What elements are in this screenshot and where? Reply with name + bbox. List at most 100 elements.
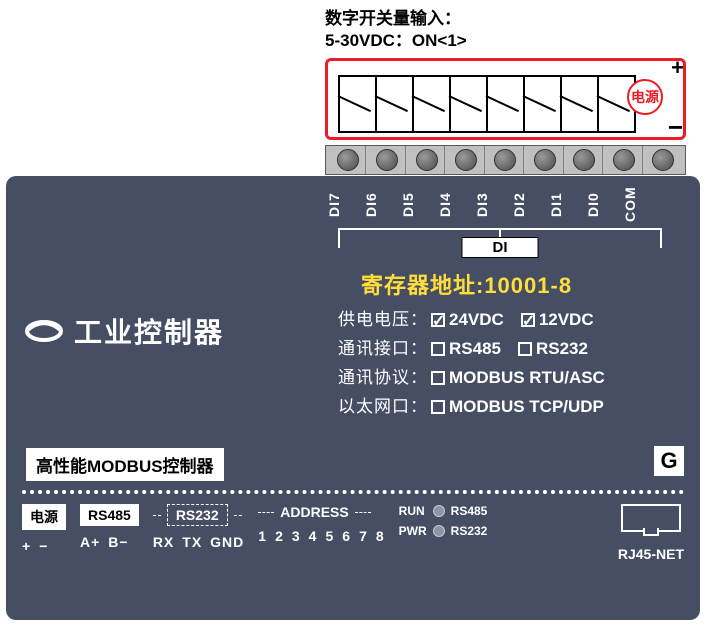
rs485-a: A+: [80, 534, 100, 550]
di-label: DI7: [326, 188, 363, 222]
power-sub: + −: [22, 538, 48, 554]
checkbox-icon: [521, 313, 535, 327]
g-label: G: [654, 446, 684, 476]
switch-symbol: [486, 75, 523, 133]
switch-symbol: [338, 75, 375, 133]
switch-symbol: [449, 75, 486, 133]
rs232-sub: RX TX GND: [153, 534, 244, 550]
screw-icon: [416, 149, 438, 171]
brand-row: 工业控制器: [24, 311, 224, 351]
spec-value: MODBUS TCP/UDP: [449, 393, 604, 422]
controller-card: DI7DI6DI5DI4DI3DI2DI1DI0COM DI 寄存器地址:100…: [6, 176, 700, 620]
screw-cell: [330, 146, 366, 174]
header-block: 数字开关量输入： 5-30VDC：ON<1>: [325, 8, 467, 52]
screw-terminal-strip: [325, 145, 686, 175]
minus-symbol: −: [668, 112, 683, 143]
spec-value: 24VDC: [449, 306, 504, 335]
spec-label: 以太网口：: [338, 393, 428, 422]
di-label: COM: [622, 188, 659, 222]
screw-icon: [455, 149, 477, 171]
spec-row: 供电电压：24VDC12VDC: [338, 306, 619, 335]
address-number: 3: [292, 528, 301, 544]
address-title: ADDRESS: [280, 504, 348, 520]
switch-symbol: [523, 75, 560, 133]
address-number: 6: [342, 528, 351, 544]
power-plus: +: [22, 538, 31, 554]
di-pin-labels: DI7DI6DI5DI4DI3DI2DI1DI0COM: [326, 188, 659, 222]
di-label: DI1: [548, 188, 585, 222]
led-rs485-label: RS485: [451, 504, 488, 518]
screw-cell: [488, 146, 524, 174]
register-address: 寄存器地址:10001-8: [361, 268, 572, 300]
screw-icon: [337, 149, 359, 171]
rs232-title-row: RS232: [153, 504, 242, 526]
screw-cell: [567, 146, 603, 174]
checkbox-icon: [431, 371, 445, 385]
group-rj45: RJ45-NET: [618, 504, 684, 608]
rs232-rx: RX: [153, 534, 174, 550]
checkbox-icon: [431, 342, 445, 356]
di-label: DI6: [363, 188, 400, 222]
spec-value: MODBUS RTU/ASC: [449, 364, 605, 393]
rs232-gnd: GND: [210, 534, 244, 550]
checkbox-icon: [431, 313, 445, 327]
checkbox-icon: [518, 342, 532, 356]
spec-row: 通讯协议： MODBUS RTU/ASC: [338, 364, 619, 393]
screw-cell: [527, 146, 563, 174]
address-number: 4: [309, 528, 318, 544]
screw-cell: [369, 146, 405, 174]
di-label: DI2: [511, 188, 548, 222]
spec-label: 供电电压：: [338, 306, 428, 335]
group-power: 电源 + −: [22, 504, 66, 608]
di-group-label: DI: [462, 237, 539, 258]
address-number: 1: [258, 528, 267, 544]
screw-cell: [448, 146, 484, 174]
address-title-row: ADDRESS: [258, 504, 370, 520]
led-run-label: RUN: [399, 504, 427, 518]
spec-label: 通讯协议：: [338, 364, 428, 393]
group-address: ADDRESS 12345678: [258, 504, 384, 608]
led-indicator: [433, 525, 445, 537]
rs485-title: RS485: [80, 504, 139, 526]
screw-icon: [573, 149, 595, 171]
power-circle: 电源: [627, 79, 663, 115]
group-leds: RUN RS485 PWR RS232: [399, 504, 488, 608]
screw-icon: [534, 149, 556, 171]
led-indicator: [433, 505, 445, 517]
di-label: DI4: [437, 188, 474, 222]
rj45-icon: [621, 504, 681, 532]
spec-row: 通讯接口： RS485 RS232: [338, 335, 619, 364]
address-number: 7: [359, 528, 368, 544]
screw-icon: [652, 149, 674, 171]
header-line1: 数字开关量输入：: [325, 8, 467, 30]
address-number: 2: [275, 528, 284, 544]
checkbox-icon: [431, 400, 445, 414]
screw-icon: [494, 149, 516, 171]
rs485-b: B−: [108, 534, 128, 550]
address-numbers: 12345678: [258, 528, 384, 544]
screw-icon: [613, 149, 635, 171]
screw-cell: [646, 146, 681, 174]
spec-value: RS485: [449, 335, 501, 364]
led-grid: RUN RS485 PWR RS232: [399, 504, 488, 538]
led-rs232-label: RS232: [451, 524, 488, 538]
header-line2: 5-30VDC：ON<1>: [325, 30, 467, 52]
brand-title: 工业控制器: [74, 311, 224, 351]
switch-symbol: [560, 75, 597, 133]
power-minus: −: [39, 538, 48, 554]
spec-value: RS232: [536, 335, 588, 364]
di-bracket: DI: [338, 228, 662, 260]
power-title: 电源: [22, 504, 66, 530]
spec-list: 供电电压：24VDC12VDC通讯接口：RS485RS232通讯协议：MODBU…: [338, 306, 619, 422]
bottom-groups: 电源 + − RS485 A+ B− RS232 RX TX GND: [22, 504, 684, 608]
group-rs232: RS232 RX TX GND: [153, 504, 244, 608]
rj45-label: RJ45-NET: [618, 546, 684, 562]
divider: [22, 490, 684, 494]
spec-label: 通讯接口：: [338, 335, 428, 364]
screw-icon: [376, 149, 398, 171]
rs232-title: RS232: [167, 504, 228, 526]
switch-row: [338, 75, 636, 133]
address-number: 8: [376, 528, 385, 544]
address-number: 5: [325, 528, 334, 544]
switch-symbol: [375, 75, 412, 133]
